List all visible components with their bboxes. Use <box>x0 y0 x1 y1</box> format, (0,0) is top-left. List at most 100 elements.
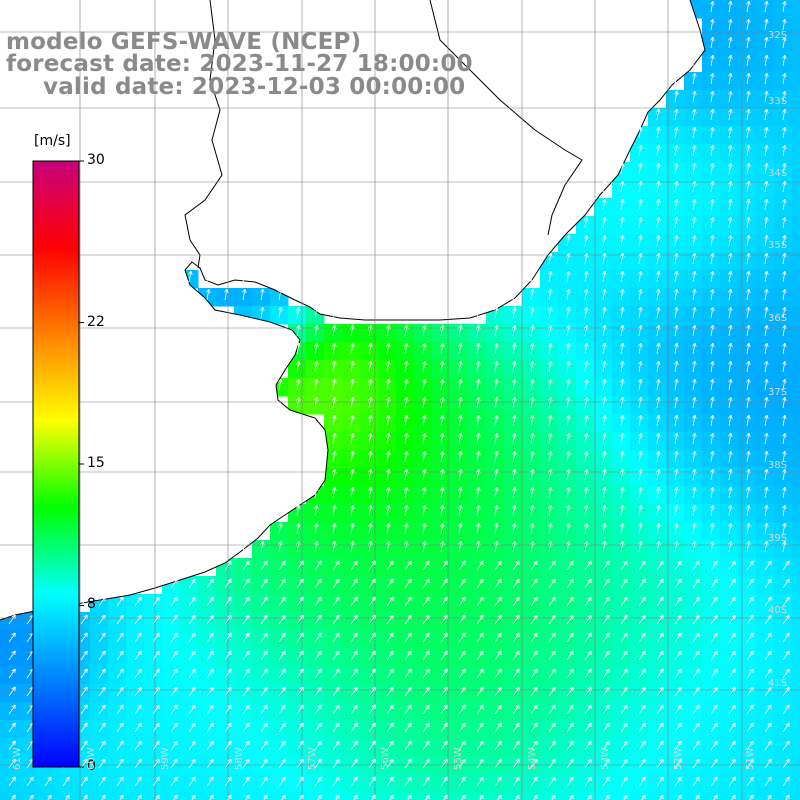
wind-arrow <box>620 324 625 337</box>
wind-arrow <box>566 324 571 337</box>
wind-arrow <box>548 270 553 283</box>
wind-arrow <box>512 540 517 553</box>
longitude-label: 58W <box>234 747 245 770</box>
wind-cell <box>90 648 109 667</box>
wind-cell <box>396 738 415 757</box>
wind-cell <box>270 648 289 667</box>
wind-arrow <box>728 162 733 175</box>
wind-arrow <box>584 306 589 319</box>
wind-arrow <box>566 632 574 643</box>
wind-arrow <box>692 72 697 85</box>
wind-cell <box>234 576 253 595</box>
wind-arrow <box>512 288 517 301</box>
wind-cell <box>414 720 433 739</box>
wind-cell <box>648 576 667 595</box>
wind-arrow <box>458 614 466 625</box>
wind-arrow <box>566 560 574 571</box>
wind-arrow <box>674 162 679 175</box>
wind-cell <box>360 630 379 649</box>
wind-arrow <box>584 324 589 337</box>
wind-cell <box>198 702 217 721</box>
wind-arrow <box>584 252 589 265</box>
wind-arrow <box>440 686 448 697</box>
wind-cell <box>558 612 577 631</box>
wind-arrow <box>206 650 214 661</box>
wind-arrow <box>746 432 751 445</box>
wind-arrow <box>296 776 304 787</box>
wind-arrow <box>728 486 733 499</box>
wind-arrow <box>566 650 574 661</box>
wind-cell <box>288 558 307 577</box>
wind-arrow <box>80 596 88 607</box>
wind-arrow <box>782 216 787 229</box>
wind-arrow <box>710 740 718 751</box>
wind-arrow <box>278 596 286 607</box>
wind-arrow <box>764 234 769 247</box>
wind-arrow <box>638 776 646 787</box>
wind-arrow <box>674 108 679 121</box>
wind-cell <box>396 576 415 595</box>
wind-arrow <box>728 578 736 589</box>
wind-arrow <box>728 360 733 373</box>
wind-cell <box>792 558 800 577</box>
wind-arrow <box>494 578 502 589</box>
wind-arrow <box>440 522 445 535</box>
wind-arrow <box>584 522 589 535</box>
wind-arrow <box>188 578 196 589</box>
wind-cell <box>486 792 505 800</box>
wind-arrow <box>674 560 682 571</box>
wind-arrow <box>224 650 232 661</box>
wind-arrow <box>566 432 571 445</box>
wind-arrow <box>296 306 301 319</box>
wind-cell <box>684 666 703 685</box>
wind-arrow <box>224 560 232 571</box>
wind-arrow <box>494 614 502 625</box>
wind-arrow <box>620 342 625 355</box>
wind-arrow <box>386 668 394 679</box>
wind-arrow <box>620 306 625 319</box>
wind-arrow <box>566 578 574 589</box>
wind-cell <box>198 594 217 613</box>
wind-arrow <box>152 758 160 769</box>
wind-arrow <box>152 776 160 787</box>
wind-arrow <box>566 414 571 427</box>
wind-arrow <box>710 180 715 193</box>
wind-cell <box>486 702 505 721</box>
wind-arrow <box>746 162 751 175</box>
wind-arrow <box>170 632 178 643</box>
wind-cell <box>306 792 325 800</box>
wind-arrow <box>728 54 733 67</box>
wind-arrow <box>692 396 697 409</box>
wind-arrow <box>710 54 715 67</box>
wind-arrow <box>350 342 355 355</box>
wind-arrow <box>764 758 772 769</box>
wind-arrow <box>368 468 373 481</box>
wind-arrow <box>458 740 466 751</box>
wind-arrow <box>710 432 715 445</box>
wind-cell <box>720 792 739 800</box>
latitude-label: 36S <box>768 313 788 324</box>
wind-arrow <box>188 740 196 751</box>
wind-arrow <box>602 198 607 211</box>
wind-cell <box>558 720 577 739</box>
wind-arrow <box>692 216 697 229</box>
wind-arrow <box>620 162 625 175</box>
wind-cell <box>414 774 433 793</box>
wind-arrow <box>242 776 250 787</box>
wind-arrow <box>206 722 214 733</box>
wind-arrow <box>674 522 679 535</box>
wind-arrow <box>638 162 643 175</box>
wind-arrow <box>692 650 700 661</box>
wind-arrow <box>494 686 502 697</box>
wind-arrow <box>242 614 250 625</box>
color-bar-tick-label: 22 <box>87 313 105 330</box>
wind-arrow <box>728 126 733 139</box>
wind-arrow <box>746 668 754 679</box>
wind-arrow <box>602 180 607 193</box>
wind-arrow <box>674 90 679 103</box>
wind-arrow <box>659 794 664 800</box>
wind-arrow <box>116 686 124 697</box>
wind-cell <box>360 792 379 800</box>
wind-arrow <box>404 342 409 355</box>
wind-arrow <box>656 740 664 751</box>
